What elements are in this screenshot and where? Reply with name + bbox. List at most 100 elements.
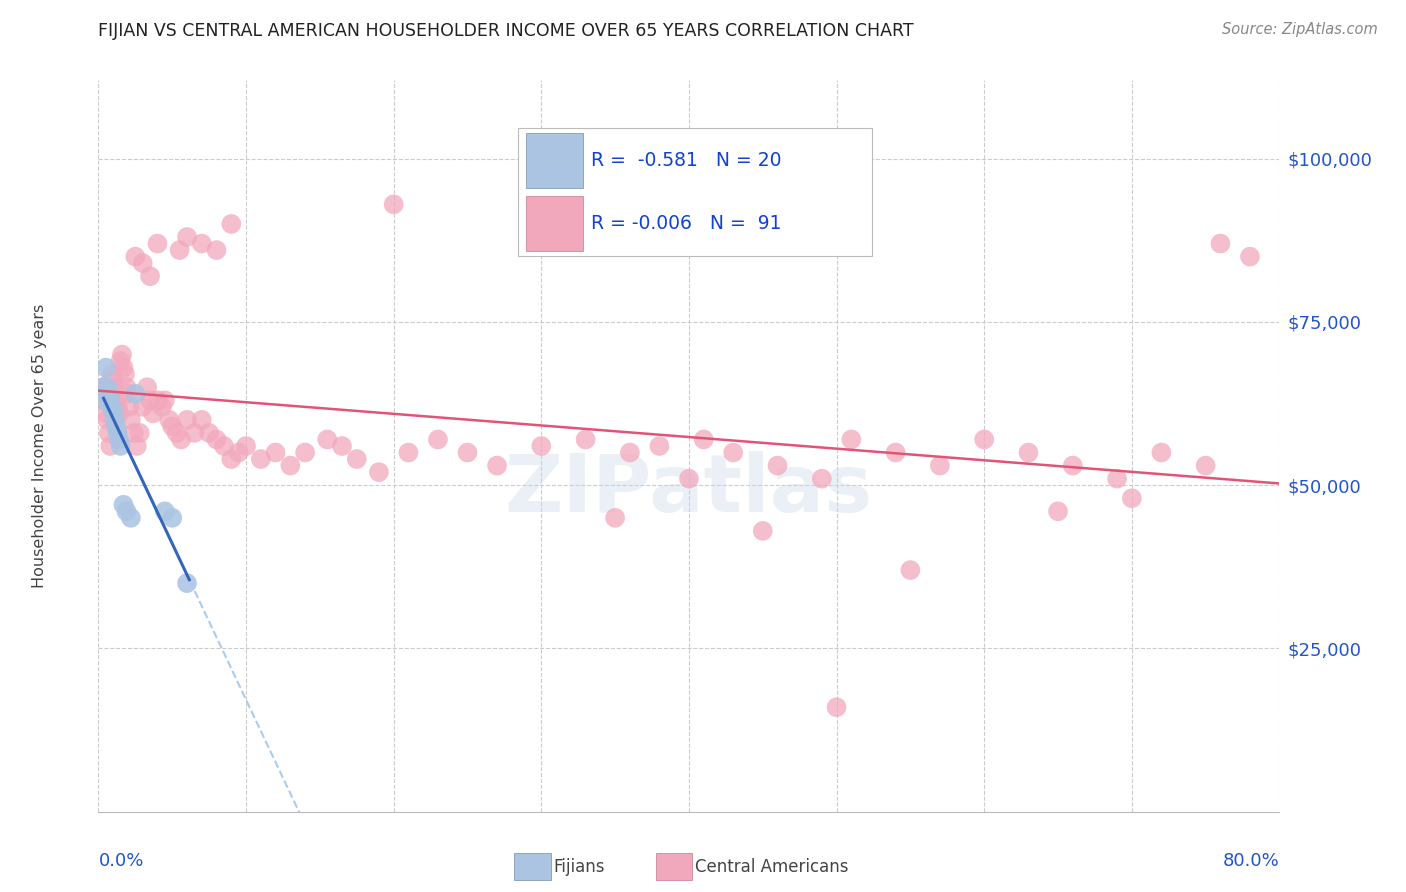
Point [118,400,141,414]
Point [104,380,127,394]
Point [139,393,162,408]
Point [751,524,773,538]
Point [841,433,863,447]
Point [139,269,162,284]
Point [1105,472,1128,486]
Point [900,563,922,577]
Point [94,360,117,375]
Point [93,393,115,408]
Point [91,380,114,394]
Point [162,419,183,434]
Point [124,250,146,264]
Point [1239,250,1261,264]
Point [146,236,169,251]
Point [456,445,478,459]
Point [96,413,118,427]
Point [103,374,125,388]
Point [105,419,128,434]
Point [103,403,125,417]
Point [396,445,419,459]
Point [382,197,405,211]
Point [191,413,214,427]
Point [1195,458,1218,473]
Point [723,445,745,459]
Point [136,380,159,394]
Point [128,425,150,440]
Point [928,458,950,473]
Point [97,386,120,401]
Point [93,393,115,408]
Point [122,425,145,440]
Point [294,445,316,459]
Point [125,439,148,453]
FancyBboxPatch shape [517,128,872,256]
Point [162,511,183,525]
Point [153,504,176,518]
Point [98,393,121,408]
Point [100,367,122,381]
Point [228,445,250,459]
Point [1062,458,1084,473]
Point [605,511,627,525]
Point [132,400,155,414]
Point [278,458,302,473]
Text: Central Americans: Central Americans [695,857,848,876]
Text: ZIPatlas: ZIPatlas [505,450,873,529]
Point [1209,236,1232,251]
Text: FIJIAN VS CENTRAL AMERICAN HOUSEHOLDER INCOME OVER 65 YEARS CORRELATION CHART: FIJIAN VS CENTRAL AMERICAN HOUSEHOLDER I… [98,22,914,40]
Point [120,413,142,427]
Point [166,425,188,440]
Point [176,576,198,591]
Point [1046,504,1069,518]
Point [486,458,509,473]
Point [94,406,117,420]
Point [205,433,228,447]
Point [96,380,118,394]
Text: Fijians: Fijians [553,857,605,876]
Point [111,348,134,362]
Point [120,511,142,525]
Point [1017,445,1039,459]
Point [142,406,165,420]
Point [648,439,671,453]
Point [368,465,391,479]
Point [104,413,127,427]
Point [183,425,205,440]
Point [170,433,193,447]
Text: 0.0%: 0.0% [98,852,143,870]
Point [198,425,221,440]
Point [105,393,128,408]
Point [1121,491,1143,506]
Point [574,433,596,447]
Point [1150,445,1173,459]
Point [235,439,257,453]
Point [124,386,146,401]
Point [530,439,553,453]
Point [212,439,235,453]
Point [107,425,129,440]
Point [678,472,700,486]
Point [330,439,353,453]
Point [810,472,832,486]
Point [132,256,155,270]
Point [98,439,121,453]
Point [110,354,132,368]
Point [176,230,198,244]
Point [153,393,176,408]
Point [112,498,135,512]
Point [766,458,789,473]
Point [169,243,191,257]
Point [316,433,339,447]
Point [176,413,198,427]
Text: R = -0.006   N =  91: R = -0.006 N = 91 [591,214,782,233]
Text: 80.0%: 80.0% [1223,852,1279,870]
FancyBboxPatch shape [526,133,582,188]
Point [91,380,114,394]
Point [114,367,136,381]
Point [100,400,122,414]
Point [250,452,273,467]
Text: R =  -0.581   N = 20: R = -0.581 N = 20 [591,151,782,169]
Point [619,445,641,459]
Point [191,236,214,251]
Text: Source: ZipAtlas.com: Source: ZipAtlas.com [1222,22,1378,37]
